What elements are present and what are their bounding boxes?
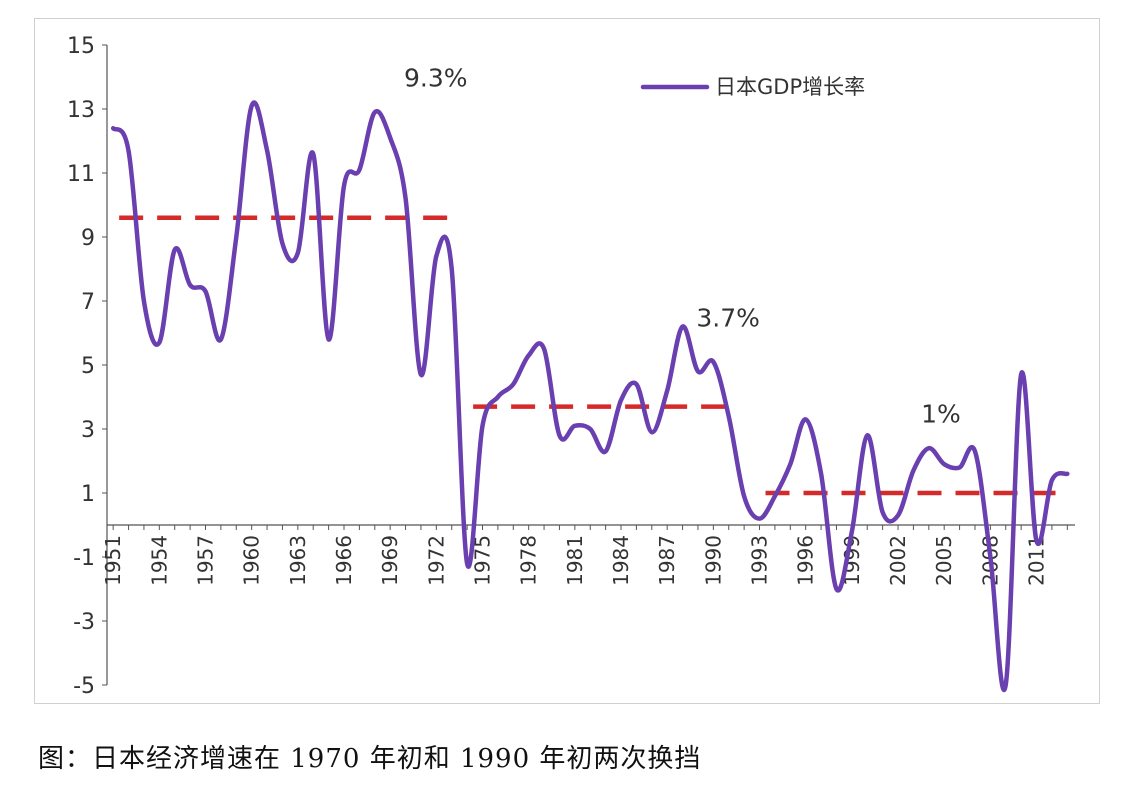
y-tick-label: 5 [81, 354, 95, 379]
average-label: 1% [921, 400, 961, 429]
y-tick-label: 7 [81, 290, 95, 315]
x-tick-label: 1978 [517, 535, 541, 586]
x-tick-label: 1954 [147, 535, 171, 586]
y-tick-label: 9 [81, 226, 95, 251]
line-chart: 15 13 11 9 7 5 3 1 -1 -3 -5 1951 1954 1957 1960 1963 19… [67, 34, 1075, 699]
y-axis-ticks: 15 13 11 9 7 5 3 1 -1 -3 -5 [67, 34, 107, 699]
legend: 日本GDP增长率 [640, 75, 865, 99]
x-tick-label: 1996 [794, 535, 818, 586]
y-tick-label: -3 [73, 610, 95, 635]
x-tick-label: 1957 [193, 535, 217, 586]
legend-label: 日本GDP增长率 [715, 75, 865, 99]
x-tick-label: 1951 [101, 535, 125, 586]
y-tick-label: -1 [73, 546, 95, 571]
series-layer [110, 100, 1070, 692]
y-tick-label: 1 [81, 482, 95, 507]
x-tick-label: 1984 [609, 535, 633, 586]
x-tick-label: 1969 [378, 535, 402, 586]
x-tick-label: 1993 [748, 535, 772, 586]
average-label: 3.7% [696, 304, 760, 333]
figure-caption: 图：日本经济增速在 1970 年初和 1990 年初两次换挡 [38, 744, 702, 774]
x-tick-label: 1966 [332, 535, 356, 586]
y-tick-label: 3 [81, 418, 95, 443]
x-tick-label: 1987 [655, 535, 679, 586]
x-tick-label: 1990 [701, 535, 725, 586]
axes [106, 45, 1075, 685]
x-tick-label: 1972 [424, 535, 448, 586]
y-tick-label: -5 [73, 674, 95, 699]
chart-frame: 15 13 11 9 7 5 3 1 -1 -3 -5 1951 1954 1957 1960 1963 19… [34, 18, 1100, 704]
average-label: 9.3% [404, 64, 468, 93]
x-tick-label: 2005 [932, 535, 956, 586]
x-tick-label: 2002 [886, 535, 910, 586]
y-tick-label: 11 [67, 162, 95, 187]
x-tick-label: 1960 [240, 535, 264, 586]
x-tick-label: 1963 [286, 535, 310, 586]
annotations: 9.3% 3.7% 1% [404, 64, 961, 429]
x-tick-label: 1981 [563, 535, 587, 586]
average-lines [119, 215, 1068, 496]
y-tick-label: 15 [67, 34, 95, 59]
series-line [110, 100, 1070, 692]
y-tick-label: 13 [67, 98, 95, 123]
x-axis-ticks: 1951 1954 1957 1960 1963 1966 1969 1972 1975 1978… [101, 525, 1068, 586]
